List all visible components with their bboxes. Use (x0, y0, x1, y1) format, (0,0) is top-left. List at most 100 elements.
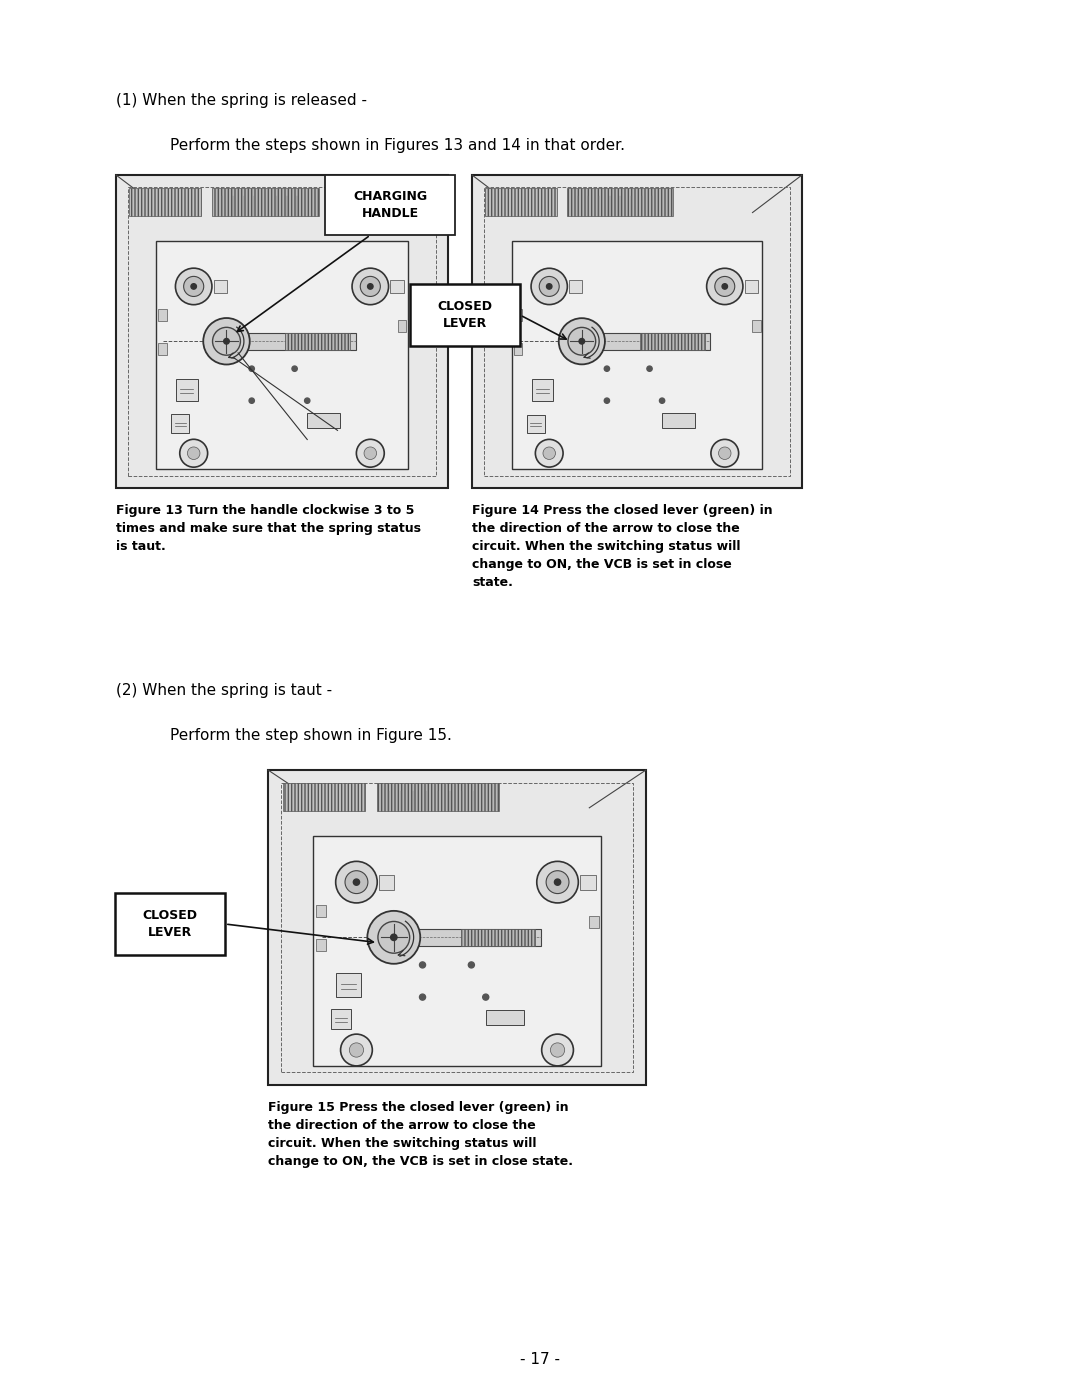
Text: Perform the step shown in Figure 15.: Perform the step shown in Figure 15. (170, 728, 451, 743)
Circle shape (568, 327, 596, 355)
Circle shape (364, 447, 377, 460)
Circle shape (711, 440, 739, 467)
Bar (461, 929, 535, 946)
Circle shape (353, 879, 360, 886)
Circle shape (191, 284, 197, 289)
Circle shape (345, 870, 368, 894)
Circle shape (546, 870, 569, 894)
Circle shape (715, 277, 734, 296)
Text: - 17 -: - 17 - (519, 1352, 561, 1368)
Text: CLOSED
LEVER: CLOSED LEVER (437, 300, 492, 330)
Circle shape (558, 319, 605, 365)
Circle shape (536, 440, 563, 467)
Circle shape (356, 439, 384, 467)
Bar (214, 279, 227, 293)
Text: CHARGING
HANDLE: CHARGING HANDLE (353, 190, 427, 219)
Bar (640, 332, 705, 351)
Bar (325, 175, 455, 235)
Circle shape (469, 963, 474, 968)
Bar (127, 187, 436, 476)
Text: CLOSED
LEVER: CLOSED LEVER (143, 909, 198, 939)
Bar (418, 929, 541, 946)
Circle shape (647, 366, 652, 372)
Circle shape (305, 398, 310, 404)
Bar (410, 284, 519, 346)
Bar (281, 784, 633, 1071)
Circle shape (543, 447, 555, 460)
Circle shape (605, 398, 609, 404)
Circle shape (419, 963, 426, 968)
Bar (171, 415, 189, 433)
Bar (130, 187, 201, 215)
Bar (753, 320, 760, 332)
Circle shape (723, 284, 728, 289)
Bar (390, 279, 404, 293)
Bar (514, 344, 523, 355)
Circle shape (179, 439, 207, 467)
Circle shape (546, 284, 552, 289)
Circle shape (224, 338, 229, 344)
Circle shape (367, 284, 373, 289)
Circle shape (531, 268, 567, 305)
Circle shape (352, 268, 389, 305)
Bar (603, 332, 711, 351)
Text: Figure 14 Press the closed lever (green) in
the direction of the arrow to close : Figure 14 Press the closed lever (green)… (472, 504, 772, 590)
Circle shape (249, 366, 255, 372)
Circle shape (706, 268, 743, 305)
Circle shape (361, 277, 380, 296)
Text: (2) When the spring is taut -: (2) When the spring is taut - (116, 683, 333, 698)
Bar (176, 379, 198, 401)
Bar (486, 1010, 524, 1025)
Bar (472, 175, 802, 488)
Bar (377, 782, 499, 810)
Bar (307, 414, 340, 427)
Circle shape (483, 995, 489, 1000)
Circle shape (336, 862, 377, 902)
Circle shape (184, 277, 204, 296)
Circle shape (203, 319, 249, 365)
Text: Figure 13 Turn the handle clockwise 3 to 5
times and make sure that the spring s: Figure 13 Turn the handle clockwise 3 to… (116, 504, 421, 553)
Bar (212, 187, 319, 215)
Circle shape (718, 447, 731, 460)
Bar (662, 414, 696, 427)
Circle shape (249, 398, 255, 404)
Circle shape (349, 1042, 364, 1058)
Bar (569, 279, 582, 293)
Bar (313, 837, 600, 1066)
Bar (745, 279, 758, 293)
Circle shape (367, 911, 420, 964)
Bar (512, 240, 762, 469)
Circle shape (605, 366, 609, 372)
Circle shape (419, 995, 426, 1000)
Circle shape (537, 862, 578, 902)
Circle shape (213, 327, 241, 355)
Bar (379, 875, 394, 890)
Circle shape (188, 447, 200, 460)
Bar (156, 240, 408, 469)
Text: Perform the steps shown in Figures 13 and 14 in that order.: Perform the steps shown in Figures 13 an… (170, 138, 625, 154)
Bar (531, 379, 553, 401)
Bar (485, 187, 557, 215)
Circle shape (542, 1034, 573, 1066)
Bar (159, 344, 166, 355)
Bar (580, 875, 595, 890)
Circle shape (340, 1034, 373, 1066)
Text: Figure 15 Press the closed lever (green) in
the direction of the arrow to close : Figure 15 Press the closed lever (green)… (268, 1101, 573, 1168)
Circle shape (660, 398, 664, 404)
Text: (1) When the spring is released -: (1) When the spring is released - (116, 94, 367, 108)
Circle shape (551, 1042, 565, 1058)
Bar (114, 893, 225, 956)
Bar (567, 187, 674, 215)
Circle shape (539, 277, 559, 296)
Bar (247, 332, 356, 351)
Bar (316, 905, 326, 916)
Bar (159, 309, 166, 321)
Bar (336, 972, 361, 997)
Circle shape (391, 935, 397, 940)
Bar (268, 770, 646, 1085)
Bar (590, 916, 598, 928)
Circle shape (378, 922, 409, 953)
Bar (283, 782, 365, 810)
Circle shape (175, 268, 212, 305)
Bar (285, 332, 351, 351)
